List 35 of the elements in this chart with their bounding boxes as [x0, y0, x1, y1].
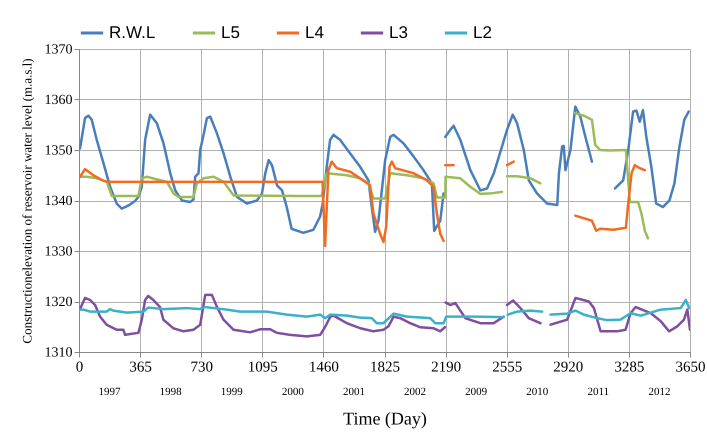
text: 2001 — [342, 386, 365, 398]
x-axis-title: Time (Day) — [343, 408, 427, 428]
y-tick-label: 1320 — [44, 295, 72, 310]
x-tick-label: 3650 — [676, 360, 706, 376]
x-tick-label: 1460 — [308, 360, 339, 376]
x-tick-label: 2555 — [492, 360, 522, 376]
text: 2002 — [404, 386, 426, 398]
x-tick-label: 3285 — [614, 360, 644, 376]
legend-label: L2 — [473, 23, 492, 42]
x-tick-label: 365 — [129, 360, 152, 376]
x-tick-label: 2190 — [431, 360, 462, 376]
text: 1998 — [160, 386, 182, 398]
text: 2010 — [526, 386, 549, 398]
legend-label: L4 — [305, 23, 324, 42]
text: 2011 — [588, 386, 610, 398]
y-tick-label: 1360 — [44, 93, 72, 108]
x-tick-label: 0 — [76, 360, 84, 376]
y-tick-label: 1330 — [44, 244, 72, 260]
y-tick-label: 1350 — [44, 144, 72, 158]
y-tick-label: 1310 — [44, 346, 72, 360]
text: 2000 — [282, 386, 304, 398]
y-tick-label: 1370 — [44, 42, 72, 58]
text: 2009 — [465, 386, 488, 398]
legend-label: L5 — [221, 23, 240, 42]
text: 1999 — [220, 386, 244, 398]
text: 2012 — [648, 386, 670, 398]
x-tick-label: 2920 — [553, 360, 584, 376]
x-tick-label: 1825 — [370, 360, 400, 376]
legend-label: L3 — [389, 23, 408, 42]
text: 1997 — [98, 386, 122, 398]
legend-label: R.W.L — [109, 23, 156, 42]
x-tick-label: 1095 — [248, 360, 278, 376]
x-tick-label: 730 — [190, 360, 213, 376]
y-tick-label: 1340 — [44, 194, 72, 209]
y-axis-title: Constructionelevation of reservoir water level (m.a.s.l) — [20, 58, 34, 344]
